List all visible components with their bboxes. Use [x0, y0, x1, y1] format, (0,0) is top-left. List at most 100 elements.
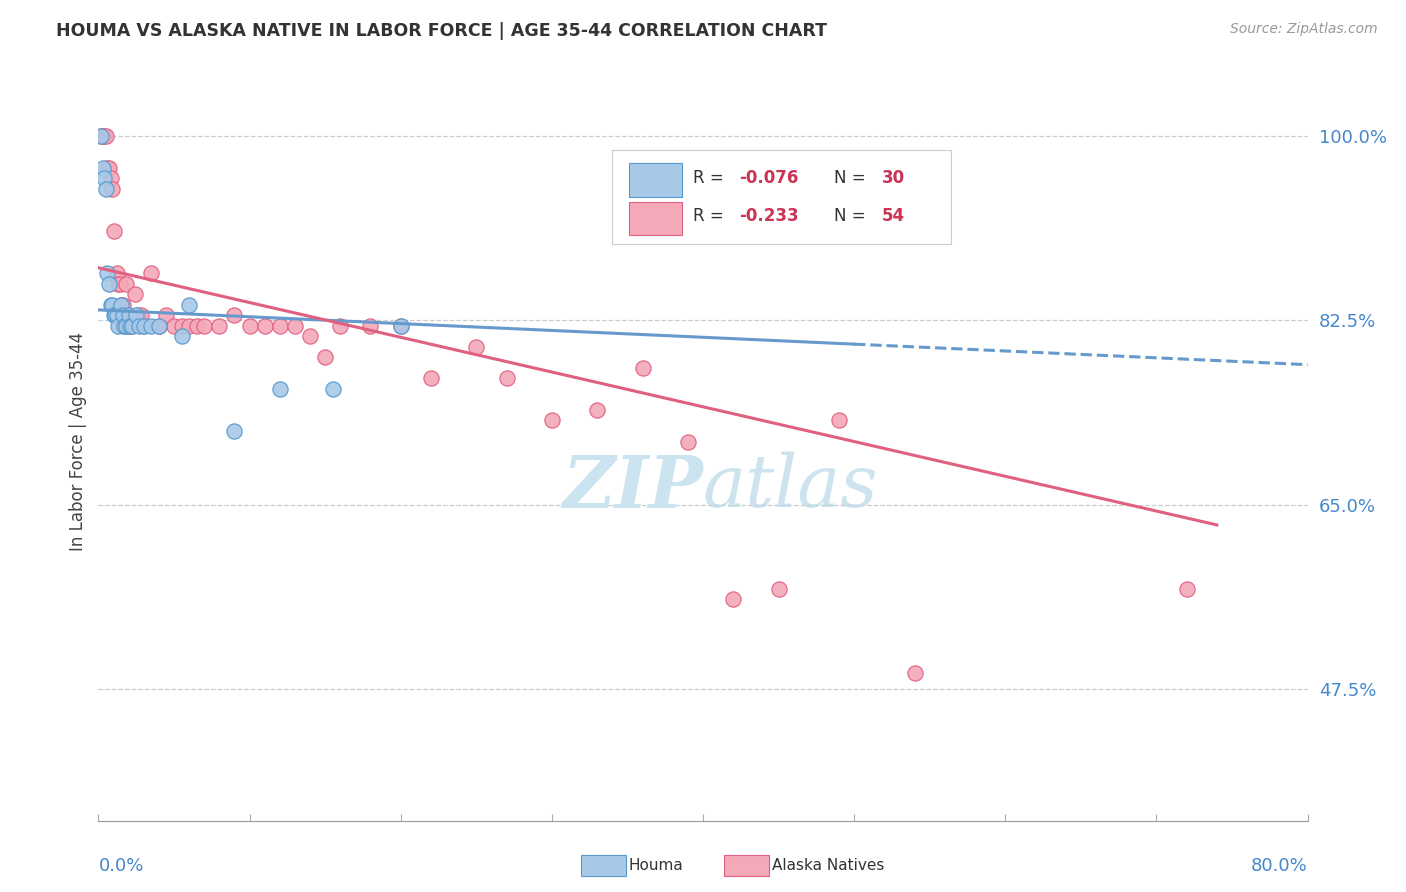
- Point: [103, 308, 125, 322]
- Point: [322, 382, 344, 396]
- Point: [420, 371, 443, 385]
- Point: [107, 277, 129, 291]
- Point: [110, 298, 132, 312]
- FancyBboxPatch shape: [613, 150, 950, 244]
- Point: [148, 318, 170, 333]
- Point: [389, 318, 412, 333]
- Point: [107, 318, 129, 333]
- Point: [828, 413, 851, 427]
- Text: -0.076: -0.076: [740, 169, 799, 186]
- Point: [132, 318, 155, 333]
- Point: [155, 308, 177, 322]
- Point: [103, 224, 125, 238]
- Point: [96, 266, 118, 280]
- Point: [163, 318, 186, 333]
- Point: [110, 298, 132, 312]
- Point: [90, 129, 112, 144]
- Point: [93, 171, 115, 186]
- Point: [101, 182, 124, 196]
- Text: 30: 30: [882, 169, 905, 186]
- Point: [98, 277, 121, 291]
- Point: [179, 298, 201, 312]
- Point: [768, 582, 790, 596]
- Point: [111, 308, 134, 322]
- Point: [100, 171, 122, 186]
- Point: [112, 318, 135, 333]
- Point: [284, 318, 307, 333]
- Point: [586, 403, 609, 417]
- Point: [904, 666, 927, 681]
- Point: [269, 318, 291, 333]
- Point: [495, 371, 517, 385]
- FancyBboxPatch shape: [630, 163, 682, 197]
- Point: [299, 329, 322, 343]
- Point: [121, 318, 143, 333]
- Point: [208, 318, 231, 333]
- Point: [179, 318, 201, 333]
- Point: [170, 329, 193, 343]
- Point: [239, 318, 262, 333]
- Point: [631, 360, 654, 375]
- Point: [269, 382, 291, 396]
- Point: [224, 424, 246, 438]
- Text: R =: R =: [693, 207, 730, 225]
- Point: [1175, 582, 1198, 596]
- Text: atlas: atlas: [703, 451, 879, 523]
- Text: R =: R =: [693, 169, 730, 186]
- Y-axis label: In Labor Force | Age 35-44: In Labor Force | Age 35-44: [69, 332, 87, 551]
- Text: HOUMA VS ALASKA NATIVE IN LABOR FORCE | AGE 35-44 CORRELATION CHART: HOUMA VS ALASKA NATIVE IN LABOR FORCE | …: [56, 22, 827, 40]
- Point: [112, 318, 135, 333]
- Point: [111, 298, 134, 312]
- Text: Alaska Natives: Alaska Natives: [772, 858, 884, 872]
- Point: [148, 318, 170, 333]
- Point: [314, 351, 336, 365]
- Point: [224, 308, 246, 322]
- Point: [115, 308, 138, 322]
- Point: [124, 287, 146, 301]
- Text: Source: ZipAtlas.com: Source: ZipAtlas.com: [1230, 22, 1378, 37]
- Point: [186, 318, 208, 333]
- Text: -0.233: -0.233: [740, 207, 799, 225]
- Point: [389, 318, 412, 333]
- Point: [100, 298, 122, 312]
- Point: [101, 298, 124, 312]
- Point: [141, 266, 163, 280]
- Point: [193, 318, 215, 333]
- Text: 54: 54: [882, 207, 905, 225]
- Point: [118, 308, 141, 322]
- Point: [91, 129, 114, 144]
- Point: [96, 161, 118, 175]
- Text: ZIP: ZIP: [562, 451, 703, 523]
- Point: [329, 318, 352, 333]
- Point: [141, 318, 163, 333]
- Point: [132, 318, 155, 333]
- Point: [465, 340, 488, 354]
- Text: N =: N =: [834, 169, 870, 186]
- Point: [676, 434, 699, 449]
- Point: [127, 308, 149, 322]
- Point: [104, 308, 127, 322]
- Point: [98, 161, 121, 175]
- Point: [540, 413, 562, 427]
- Point: [129, 308, 152, 322]
- Point: [90, 129, 112, 144]
- Point: [120, 318, 142, 333]
- Point: [121, 318, 143, 333]
- Point: [360, 318, 382, 333]
- Point: [253, 318, 276, 333]
- Point: [128, 318, 150, 333]
- Point: [125, 308, 148, 322]
- Text: N =: N =: [834, 207, 870, 225]
- Text: 80.0%: 80.0%: [1251, 857, 1308, 875]
- Point: [91, 161, 114, 175]
- Point: [170, 318, 193, 333]
- Point: [118, 318, 141, 333]
- Point: [108, 277, 131, 291]
- Point: [105, 308, 128, 322]
- Point: [93, 129, 115, 144]
- Point: [723, 592, 745, 607]
- Text: Houma: Houma: [628, 858, 683, 872]
- Point: [114, 277, 136, 291]
- Point: [105, 266, 128, 280]
- Point: [114, 318, 136, 333]
